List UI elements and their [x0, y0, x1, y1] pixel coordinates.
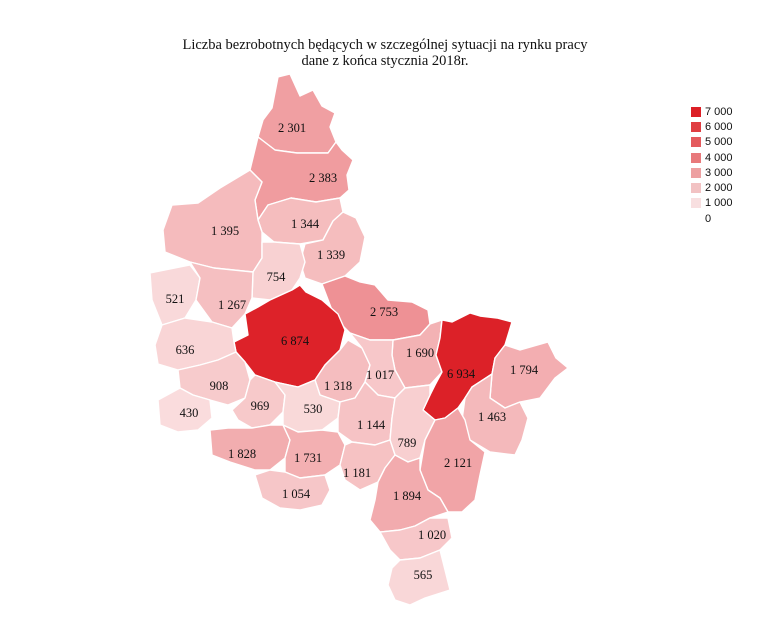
legend-swatch — [691, 198, 701, 209]
title-line-1: Liczba bezrobotnych będących w szczególn… — [182, 37, 588, 53]
region-label: 1 690 — [406, 346, 434, 360]
legend-swatch — [691, 152, 701, 163]
region-label: 2 301 — [278, 121, 306, 135]
legend-item: 5 000 — [691, 135, 733, 150]
region-label: 1 318 — [324, 379, 352, 393]
legend-swatch — [691, 183, 701, 194]
legend-swatch — [691, 213, 701, 224]
legend-item: 6 000 — [691, 119, 733, 134]
legend-label: 3 000 — [705, 166, 733, 179]
legend-item: 1 000 — [691, 196, 733, 211]
region-label: 1 144 — [357, 418, 386, 432]
region-label: 1 344 — [291, 217, 320, 231]
legend-label: 4 000 — [705, 151, 733, 164]
region-label: 1 894 — [393, 489, 422, 503]
region-label: 1 828 — [228, 447, 256, 461]
map-title: Liczba bezrobotnych będących w szczególn… — [0, 37, 770, 69]
region-r08[interactable] — [189, 261, 254, 329]
legend-label: 5 000 — [705, 136, 733, 149]
region-label: 2 121 — [444, 456, 472, 470]
legend-item: 0 — [691, 211, 733, 226]
legend-label: 6 000 — [705, 120, 733, 133]
legend-item: 2 000 — [691, 180, 733, 195]
legend-item: 7 000 — [691, 104, 733, 119]
legend-item: 3 000 — [691, 165, 733, 180]
region-label: 6 934 — [447, 367, 476, 381]
region-r25[interactable] — [282, 424, 346, 479]
region-label: 636 — [176, 343, 195, 357]
region-label: 969 — [251, 399, 270, 413]
region-label: 430 — [180, 406, 199, 420]
region-r01[interactable] — [257, 73, 337, 154]
region-label: 1 463 — [478, 410, 506, 424]
region-label: 1 267 — [218, 298, 246, 312]
region-label: 521 — [166, 292, 185, 306]
region-r20[interactable] — [274, 379, 341, 433]
region-label: 2 383 — [309, 171, 337, 185]
map-legend: 7 000 6 000 5 000 4 000 3 000 2 000 1 000 0 — [691, 104, 733, 226]
title-line-2: dane z końca stycznia 2018r. — [301, 53, 469, 69]
region-label: 1 017 — [366, 368, 394, 382]
legend-label: 2 000 — [705, 182, 733, 195]
region-label: 1 731 — [294, 451, 322, 465]
region-label: 1 181 — [343, 466, 371, 480]
region-r28[interactable] — [254, 469, 331, 511]
region-label: 1 395 — [211, 224, 239, 238]
legend-label: 0 — [705, 212, 712, 225]
legend-item: 4 000 — [691, 150, 733, 165]
region-label: 6 874 — [281, 334, 310, 348]
region-r04[interactable] — [162, 169, 263, 273]
legend-label: 7 000 — [705, 105, 733, 118]
region-label: 754 — [267, 270, 287, 284]
region-label: 1 054 — [282, 487, 311, 501]
legend-swatch — [691, 137, 701, 148]
legend-swatch — [691, 121, 701, 132]
region-label: 908 — [210, 379, 229, 393]
region-r31[interactable] — [387, 549, 451, 606]
region-label: 1 794 — [510, 363, 539, 377]
region-label: 1 020 — [418, 528, 446, 542]
region-r30[interactable] — [379, 517, 453, 561]
region-label: 789 — [398, 436, 417, 450]
region-label: 565 — [414, 568, 433, 582]
region-label: 1 339 — [317, 248, 345, 262]
legend-swatch — [691, 106, 701, 117]
region-label: 2 753 — [370, 305, 398, 319]
legend-swatch — [691, 167, 701, 178]
region-r18[interactable] — [157, 387, 213, 433]
region-r29[interactable] — [369, 454, 449, 533]
legend-label: 1 000 — [705, 197, 733, 210]
region-label: 530 — [304, 402, 323, 416]
